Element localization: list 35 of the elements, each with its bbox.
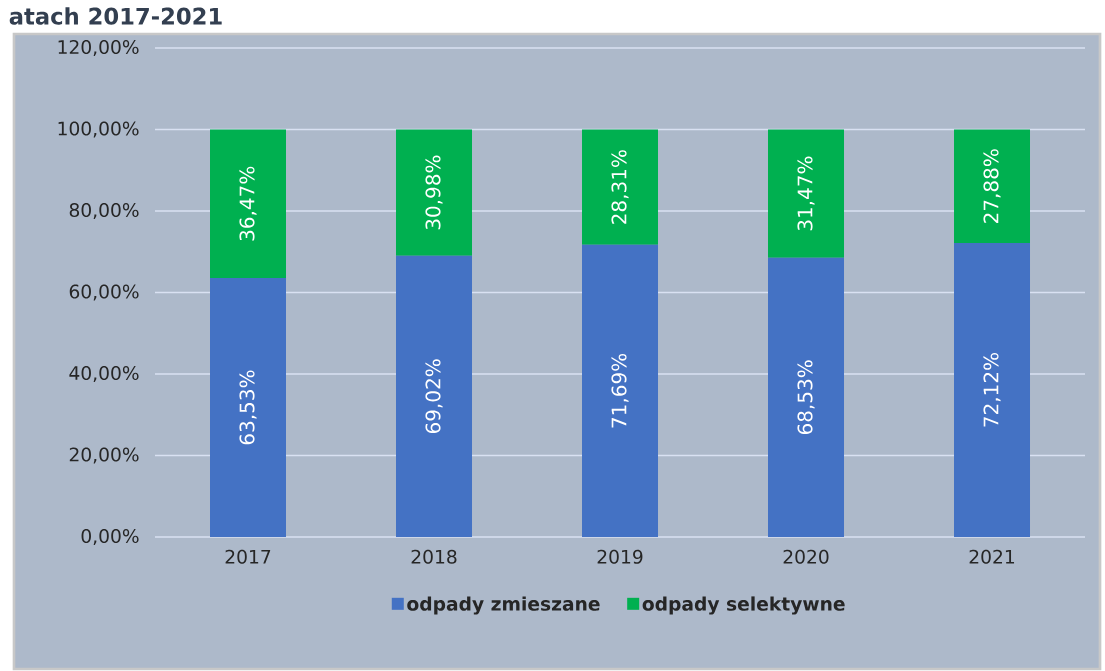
data-label: 69,02% <box>425 359 443 434</box>
bar <box>582 129 659 245</box>
bar <box>582 244 659 537</box>
data-label: 63,53% <box>239 370 257 445</box>
bar <box>210 278 286 537</box>
chart-title: atach 2017-2021 <box>9 7 222 25</box>
x-tick-label: 2018 <box>411 549 457 564</box>
data-label: 28,31% <box>611 150 629 224</box>
legend-label: odpady selektywne <box>642 596 845 615</box>
data-label: 30,98% <box>425 155 443 230</box>
y-tick-label: 0,00% <box>81 528 139 546</box>
data-label: 31,47% <box>797 156 815 231</box>
data-label: 71,69% <box>611 353 629 428</box>
data-label: 72,12% <box>983 353 1001 427</box>
bar <box>396 255 473 537</box>
y-tick-label: 120,00% <box>58 39 139 57</box>
bar <box>210 129 286 279</box>
y-tick-label: 60,00% <box>69 284 139 301</box>
x-tick-label: 2019 <box>597 549 643 564</box>
data-label: 36,47% <box>239 166 257 241</box>
x-tick-label: 2017 <box>225 549 271 564</box>
y-tick-label: 100,00% <box>58 121 139 138</box>
y-tick-label: 20,00% <box>69 447 139 464</box>
y-tick-label: 40,00% <box>69 365 139 383</box>
x-tick-label: 2021 <box>969 549 1015 564</box>
data-label: 27,88% <box>983 149 1001 223</box>
x-tick-label: 2020 <box>783 549 829 564</box>
bar <box>396 129 473 256</box>
legend-label: odpady zmieszane <box>407 596 600 615</box>
data-label: 68,53% <box>797 360 815 435</box>
bar <box>954 129 1031 244</box>
y-tick-label: 80,00% <box>69 202 139 220</box>
bar <box>954 243 1031 537</box>
bar <box>768 129 844 258</box>
bar <box>768 257 844 537</box>
